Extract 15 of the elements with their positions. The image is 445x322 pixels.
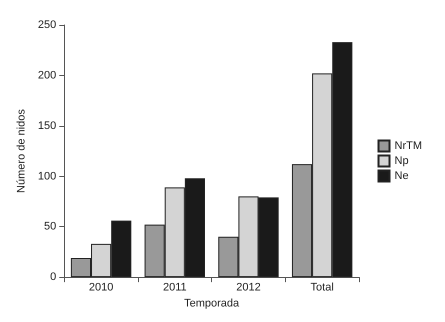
y-tick-label: 0 (50, 271, 56, 284)
y-tick-label: 150 (38, 120, 56, 132)
legend-label: NrTM (394, 140, 422, 152)
y-tick-label: 250 (38, 19, 56, 31)
x-tick-label: Total (310, 282, 334, 294)
y-tick-label: 100 (38, 170, 56, 182)
y-tick-label: 50 (44, 220, 56, 233)
x-tick-label: 2010 (88, 282, 114, 294)
y-axis-title: Número de nidos (16, 108, 28, 193)
legend-label: Np (394, 155, 409, 167)
x-tick-label: 2012 (236, 282, 261, 294)
y-tick-label: 200 (38, 69, 56, 82)
legend-label: Ne (394, 170, 409, 182)
x-tick-label: 2011 (162, 282, 187, 294)
x-axis-title: Temporada (184, 298, 240, 310)
